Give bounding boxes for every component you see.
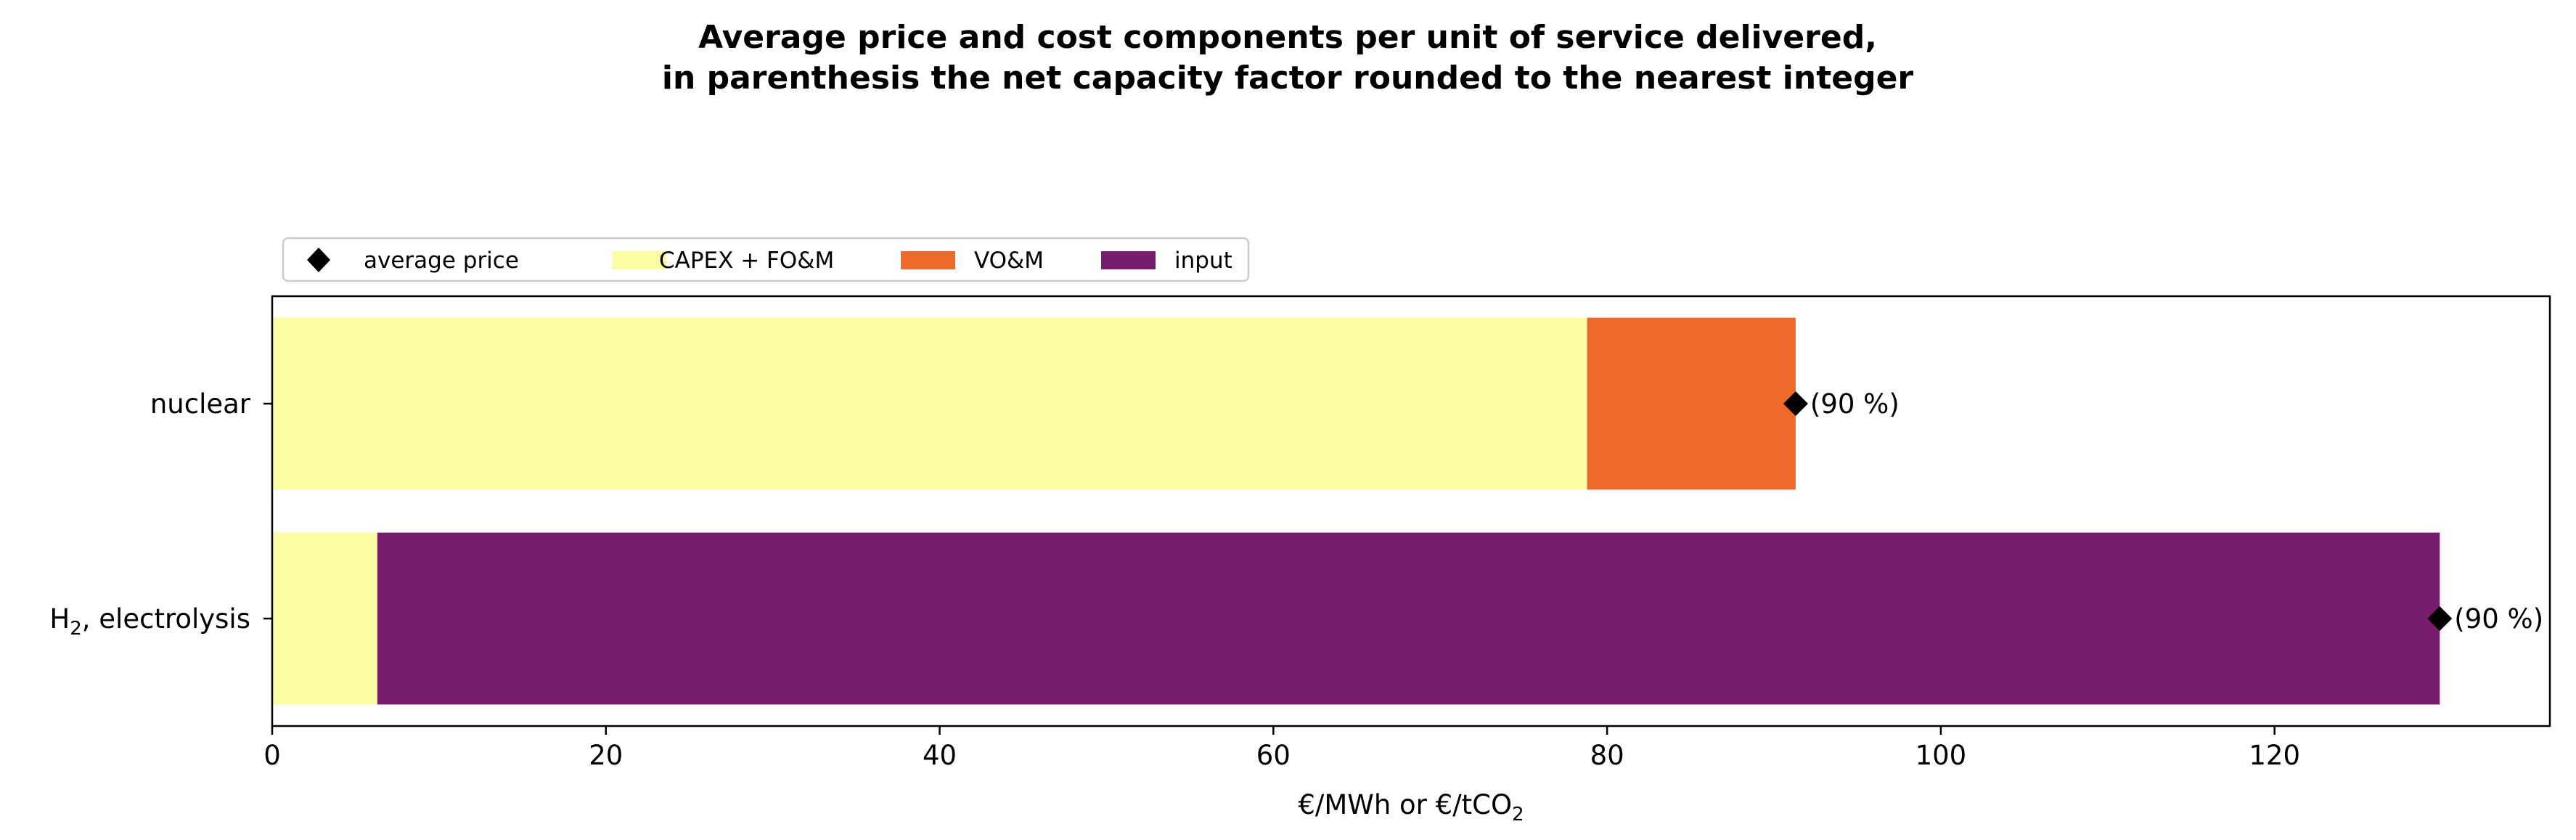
x-tick-label-40: 40 [923, 740, 957, 771]
bar-h2-electrolysis-input [377, 532, 2440, 705]
average-price-marker-h2-electrolysis [2427, 606, 2453, 631]
bar-nuclear-capex-fo-m [272, 317, 1587, 490]
x-tick-label-60: 60 [1256, 740, 1291, 771]
x-tick-label-100: 100 [1915, 740, 1967, 771]
y-ticks: nuclear H2, electrolysis [49, 388, 272, 640]
legend-capex-fom-swatch [612, 251, 666, 269]
bars-layer [272, 317, 2440, 705]
legend-frame [282, 237, 1250, 282]
capacity-factor-label-nuclear: (90 %) [1810, 388, 1900, 420]
legend-vom-swatch [901, 251, 955, 269]
x-tick-label-20: 20 [589, 740, 623, 771]
chart-subtitle: in parenthesis the net capacity factor r… [662, 60, 1914, 97]
legend-average-price-marker [307, 248, 330, 272]
y-tick-label-h2-electrolysis: H2, electrolysis [49, 603, 250, 640]
average-price-marker-nuclear [1783, 391, 1808, 416]
bar-nuclear-vo-m [1587, 317, 1796, 490]
x-tick-label-120: 120 [2249, 740, 2300, 771]
capacity-factor-label-h2-electrolysis: (90 %) [2454, 603, 2543, 635]
plot-frame [271, 295, 2551, 727]
legend-vom-label: VO&M [974, 248, 1044, 274]
markers-layer: (90 %) (90 %) [1783, 388, 2543, 635]
x-tick-label-80: 80 [1590, 740, 1624, 771]
legend: average price CAPEX + FO&M VO&M input [282, 237, 1250, 282]
x-axis-label: €/MWh or €/tCO2 [1298, 789, 1524, 825]
legend-average-price-label: average price [364, 248, 519, 274]
legend-capex-fom-label: CAPEX + FO&M [659, 248, 834, 274]
chart-title: Average price and cost components per un… [698, 19, 1877, 56]
x-tick-label-0: 0 [263, 740, 281, 771]
x-ticks: 0 20 40 60 80 100 120 [263, 726, 2300, 771]
legend-input-label: input [1174, 248, 1232, 274]
bar-h2-electrolysis-capex-fo-m [272, 532, 377, 705]
legend-input-swatch [1101, 251, 1156, 269]
y-tick-label-nuclear: nuclear [150, 388, 251, 420]
x-axis-label-main: €/MWh or €/tCO [1298, 789, 1512, 820]
x-axis-label-subscript: 2 [1512, 804, 1524, 825]
